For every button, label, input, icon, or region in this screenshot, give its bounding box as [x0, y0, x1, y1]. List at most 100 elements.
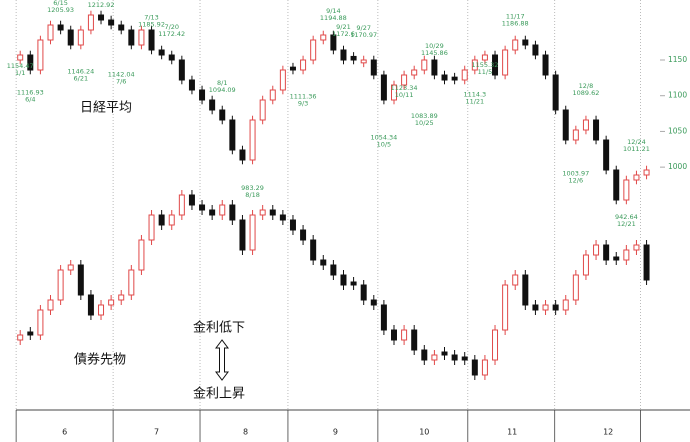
- candle-body: [87, 294, 94, 316]
- annotation-date: 10/25: [415, 119, 434, 127]
- candle-body: [77, 264, 84, 296]
- annotation-value: 1194.88: [320, 14, 347, 22]
- annotation-date: 12/21: [617, 220, 636, 228]
- candle-body: [643, 169, 650, 176]
- candle-body: [461, 356, 468, 361]
- candle-body: [199, 204, 206, 211]
- candle-body: [67, 29, 74, 46]
- candle-body: [542, 54, 549, 76]
- annotation-value: 983.29: [241, 184, 264, 192]
- candle-body: [512, 274, 519, 286]
- candle-body: [512, 39, 519, 51]
- candle-body: [178, 59, 185, 81]
- annotation-date: 9/21: [336, 23, 351, 31]
- candle-body: [118, 294, 125, 301]
- candle-body: [188, 79, 195, 91]
- candle-body: [603, 139, 610, 171]
- candle-body: [330, 264, 337, 276]
- candle-body: [229, 119, 236, 151]
- candle-body: [128, 29, 135, 46]
- candle-body: [481, 54, 488, 61]
- candle-body: [279, 69, 286, 91]
- candle-body: [188, 194, 195, 206]
- candle-body: [350, 281, 357, 286]
- annotation-value: 1146.24: [67, 68, 94, 76]
- candle-body: [249, 214, 256, 251]
- y-tick-label: 1150: [668, 55, 687, 64]
- candle-body: [623, 249, 630, 261]
- candle-body: [643, 244, 650, 281]
- candle-body: [300, 59, 307, 71]
- annotation-value: 1172.42: [158, 30, 185, 38]
- annotation-value: 1003.97: [562, 169, 589, 177]
- candle-body: [582, 254, 589, 276]
- annotation-date: 6/21: [74, 75, 89, 83]
- annotation-date: 10/5: [377, 140, 392, 148]
- candle-body: [370, 59, 377, 76]
- candle-body: [320, 259, 327, 266]
- annotation-value: 1094.09: [209, 86, 236, 94]
- candle-body: [572, 274, 579, 301]
- annotation-date: 12/24: [627, 138, 646, 146]
- grid: 6 7 8 9 10 11 12 1000 1050 1100 1150: [15, 0, 687, 442]
- candle-body: [623, 179, 630, 201]
- candle-body: [502, 49, 509, 76]
- candle-body: [451, 354, 458, 361]
- candle-body: [522, 274, 529, 306]
- candle-body: [178, 194, 185, 216]
- annotation-value: 942.64: [615, 213, 638, 221]
- candle-body: [411, 69, 418, 76]
- candle-body: [542, 304, 549, 311]
- candle-body: [340, 49, 347, 61]
- candle-body: [249, 119, 256, 161]
- candle-body: [502, 284, 509, 331]
- x-tick-label: 11: [507, 428, 517, 437]
- candle-body: [613, 169, 620, 201]
- candle-body: [27, 54, 34, 71]
- candle-body: [411, 329, 418, 351]
- candle-body: [522, 39, 529, 46]
- annotation-value: 1205.93: [47, 6, 74, 14]
- candle-body: [572, 129, 579, 141]
- candle-body: [603, 244, 610, 261]
- candle-body: [57, 24, 64, 31]
- note: 金利低下: [193, 320, 245, 336]
- candle-body: [633, 174, 640, 181]
- candle-body: [37, 39, 44, 71]
- candle-body: [421, 59, 428, 71]
- candle-body: [148, 214, 155, 241]
- x-tick-label: 9: [333, 428, 338, 437]
- x-tick-label: 8: [243, 428, 248, 437]
- candle-body: [259, 99, 266, 121]
- candle-body: [87, 14, 94, 31]
- annotation-value: 1154.47: [7, 62, 34, 70]
- y-tick-label: 1000: [668, 162, 687, 171]
- annotation-date: 8/18: [245, 191, 260, 199]
- candle-body: [633, 244, 640, 251]
- candle-body: [219, 109, 226, 121]
- annotation-value: 1054.34: [370, 133, 397, 141]
- candle-body: [552, 304, 559, 311]
- annotation-value: 1114.3: [463, 91, 486, 99]
- candle-body: [532, 44, 539, 56]
- candle-body: [471, 59, 478, 71]
- annotation-value: 1185.92: [138, 20, 165, 28]
- candle-body: [158, 49, 165, 56]
- annotation-value: 1116.93: [17, 89, 44, 97]
- candle-body: [562, 299, 569, 311]
- annotation-value: 1083.89: [411, 112, 438, 120]
- annotation-value: 1123.34: [391, 84, 418, 92]
- candle-body: [401, 74, 408, 86]
- candle-body: [138, 29, 145, 46]
- annotation-date: 6/4: [25, 96, 35, 104]
- annotation-value: 1011.21: [623, 145, 650, 153]
- candle-body: [17, 54, 24, 61]
- candle-body: [209, 99, 216, 111]
- candle-body: [360, 59, 367, 64]
- candle-body: [431, 59, 438, 76]
- annotation-date: 7/6: [116, 78, 126, 86]
- candle-body: [380, 304, 387, 331]
- annotation-date: 6/15: [53, 0, 68, 7]
- candle-body: [289, 219, 296, 231]
